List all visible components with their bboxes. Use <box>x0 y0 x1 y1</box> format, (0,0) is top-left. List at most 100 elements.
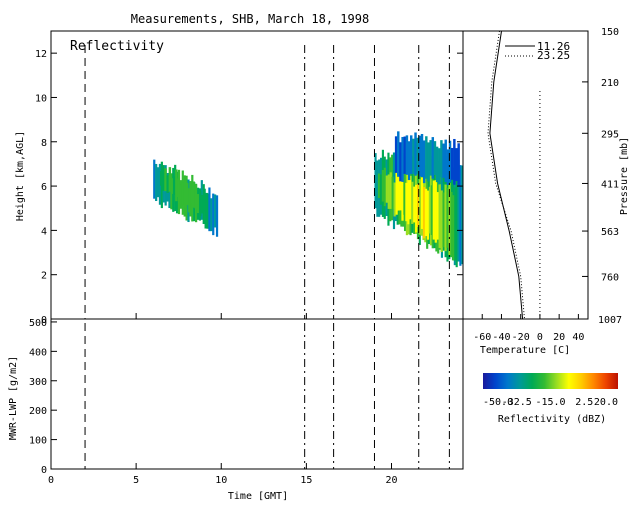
echo-cell <box>208 187 211 232</box>
echo-cell <box>385 175 388 203</box>
echo-cell <box>194 184 198 209</box>
echo-cell <box>181 182 185 206</box>
echo-cell <box>422 140 426 184</box>
echo-cell <box>414 132 417 176</box>
echo-cell <box>452 195 455 261</box>
echo-cell <box>190 189 193 204</box>
echo-cell <box>434 180 437 243</box>
echo-cell <box>201 194 204 214</box>
refl-y-tick-label: 10 <box>35 93 47 104</box>
lwp-y-tick-label: 0 <box>41 465 47 476</box>
lwp-y-axis-label: MWR-LWP [g/m2] <box>8 356 19 440</box>
refl-y-tick-label: 2 <box>41 271 47 282</box>
colorbar-tick-label: 20.0 <box>594 397 618 408</box>
reflectivity-panel: 0 2 4 6 8 10 12 Reflectivity Height [km,AGL] <box>15 30 464 326</box>
echo-cell <box>433 141 437 176</box>
echo-cell <box>435 146 439 183</box>
echo-cell <box>429 140 432 176</box>
lwp-y-tick-label: 500 <box>29 318 47 329</box>
echo-cell <box>403 136 406 174</box>
echo-cell <box>415 184 418 233</box>
echo-cell <box>162 165 165 191</box>
pressure-tick-label: 210 <box>601 78 619 89</box>
echo-cell <box>454 187 457 261</box>
echo-cell <box>215 195 219 237</box>
echo-cell <box>455 148 458 182</box>
echo-cell <box>196 194 200 214</box>
echo-cell <box>389 172 392 209</box>
echo-cell <box>401 172 404 221</box>
echo-cell <box>156 167 160 198</box>
echo-cell <box>381 170 385 202</box>
echo-cell <box>179 184 182 200</box>
echo-cell <box>430 185 433 235</box>
echo-cell <box>422 187 426 239</box>
echo-cell <box>393 182 396 217</box>
echo-cell <box>374 153 377 209</box>
echo-cell <box>397 131 400 177</box>
echo-cell <box>438 184 441 248</box>
echo-cell <box>436 192 439 240</box>
echo-cell <box>212 193 215 236</box>
echo-cell <box>379 174 383 205</box>
refl-y-tick-label: 6 <box>41 182 47 193</box>
pressure-tick-label: 1007 <box>598 315 622 326</box>
pressure-ticks: 150 210 295 411 563 760 1007 <box>582 27 622 326</box>
echo-cell <box>453 138 456 185</box>
reflectivity-vertical-lines <box>84 45 450 319</box>
colorbar-strip <box>483 373 618 389</box>
echo-cell <box>461 165 464 265</box>
colorbar-tick-label: -32.5 <box>502 397 532 408</box>
pressure-tick-label: 150 <box>601 27 619 38</box>
echo-cell <box>444 184 447 252</box>
echo-cell <box>405 182 408 222</box>
echo-cell <box>455 167 458 268</box>
lwp-y-tick-label: 100 <box>29 436 47 447</box>
temperature-tick-label: 0 <box>537 332 543 343</box>
echo-cell <box>377 173 381 199</box>
time-x-ticks: 0 5 10 15 20 <box>48 313 398 486</box>
echo-cell <box>183 178 187 209</box>
reflectivity-y-axis-label: Height [km,AGL] <box>15 131 26 221</box>
time-axis-label: Time [GMT] <box>228 491 288 502</box>
echo-cell <box>438 148 441 185</box>
echo-cell <box>431 137 435 179</box>
echo-cell <box>394 136 398 173</box>
echo-cell <box>432 180 435 240</box>
time-tick-label: 20 <box>385 475 397 486</box>
echo-cell <box>440 140 443 178</box>
echo-cell <box>418 135 422 177</box>
lwp-y-tick-label: 300 <box>29 377 47 388</box>
echo-cell <box>399 142 402 182</box>
pressure-axis-label: Pressure [mb] <box>619 137 630 215</box>
echo-cell <box>376 160 379 217</box>
figure-title: Measurements, SHB, March 18, 1998 <box>131 12 369 26</box>
refl-y-tick-label: 4 <box>41 226 47 237</box>
sounding-legend: 11.26 23.25 <box>505 40 570 62</box>
refl-y-tick-label: 8 <box>41 138 47 149</box>
sounding-lines <box>487 30 541 320</box>
echo-cell <box>448 140 452 183</box>
time-tick-label: 15 <box>300 475 312 486</box>
temperature-tick-label: -60 <box>473 332 491 343</box>
echo-cell <box>210 198 213 232</box>
echo-cell <box>188 188 191 213</box>
temperature-tick-label: -40 <box>492 332 510 343</box>
echo-cell <box>399 177 402 211</box>
temperature-axis-label: Temperature [C] <box>480 345 570 356</box>
echo-cell <box>426 190 430 240</box>
colorbar-tick-label: -50.0 <box>483 397 513 408</box>
pressure-tick-label: 411 <box>601 179 619 190</box>
echo-cell <box>166 175 169 193</box>
refl-y-tick-label: 12 <box>35 49 47 60</box>
sounding-frame <box>462 30 589 320</box>
echo-cell <box>411 181 414 224</box>
echo-cell <box>170 178 174 194</box>
pressure-tick-label: 563 <box>601 227 619 238</box>
echo-cell <box>409 175 412 220</box>
echo-cell <box>409 135 413 174</box>
colorbar: -50.0-32.5 -15.0 2.5 20.0 Reflectivity (dBZ… <box>483 373 618 425</box>
echo-cell <box>383 167 387 207</box>
lwp-frame <box>50 318 464 470</box>
colorbar-tick-label: -15.0 <box>535 397 565 408</box>
